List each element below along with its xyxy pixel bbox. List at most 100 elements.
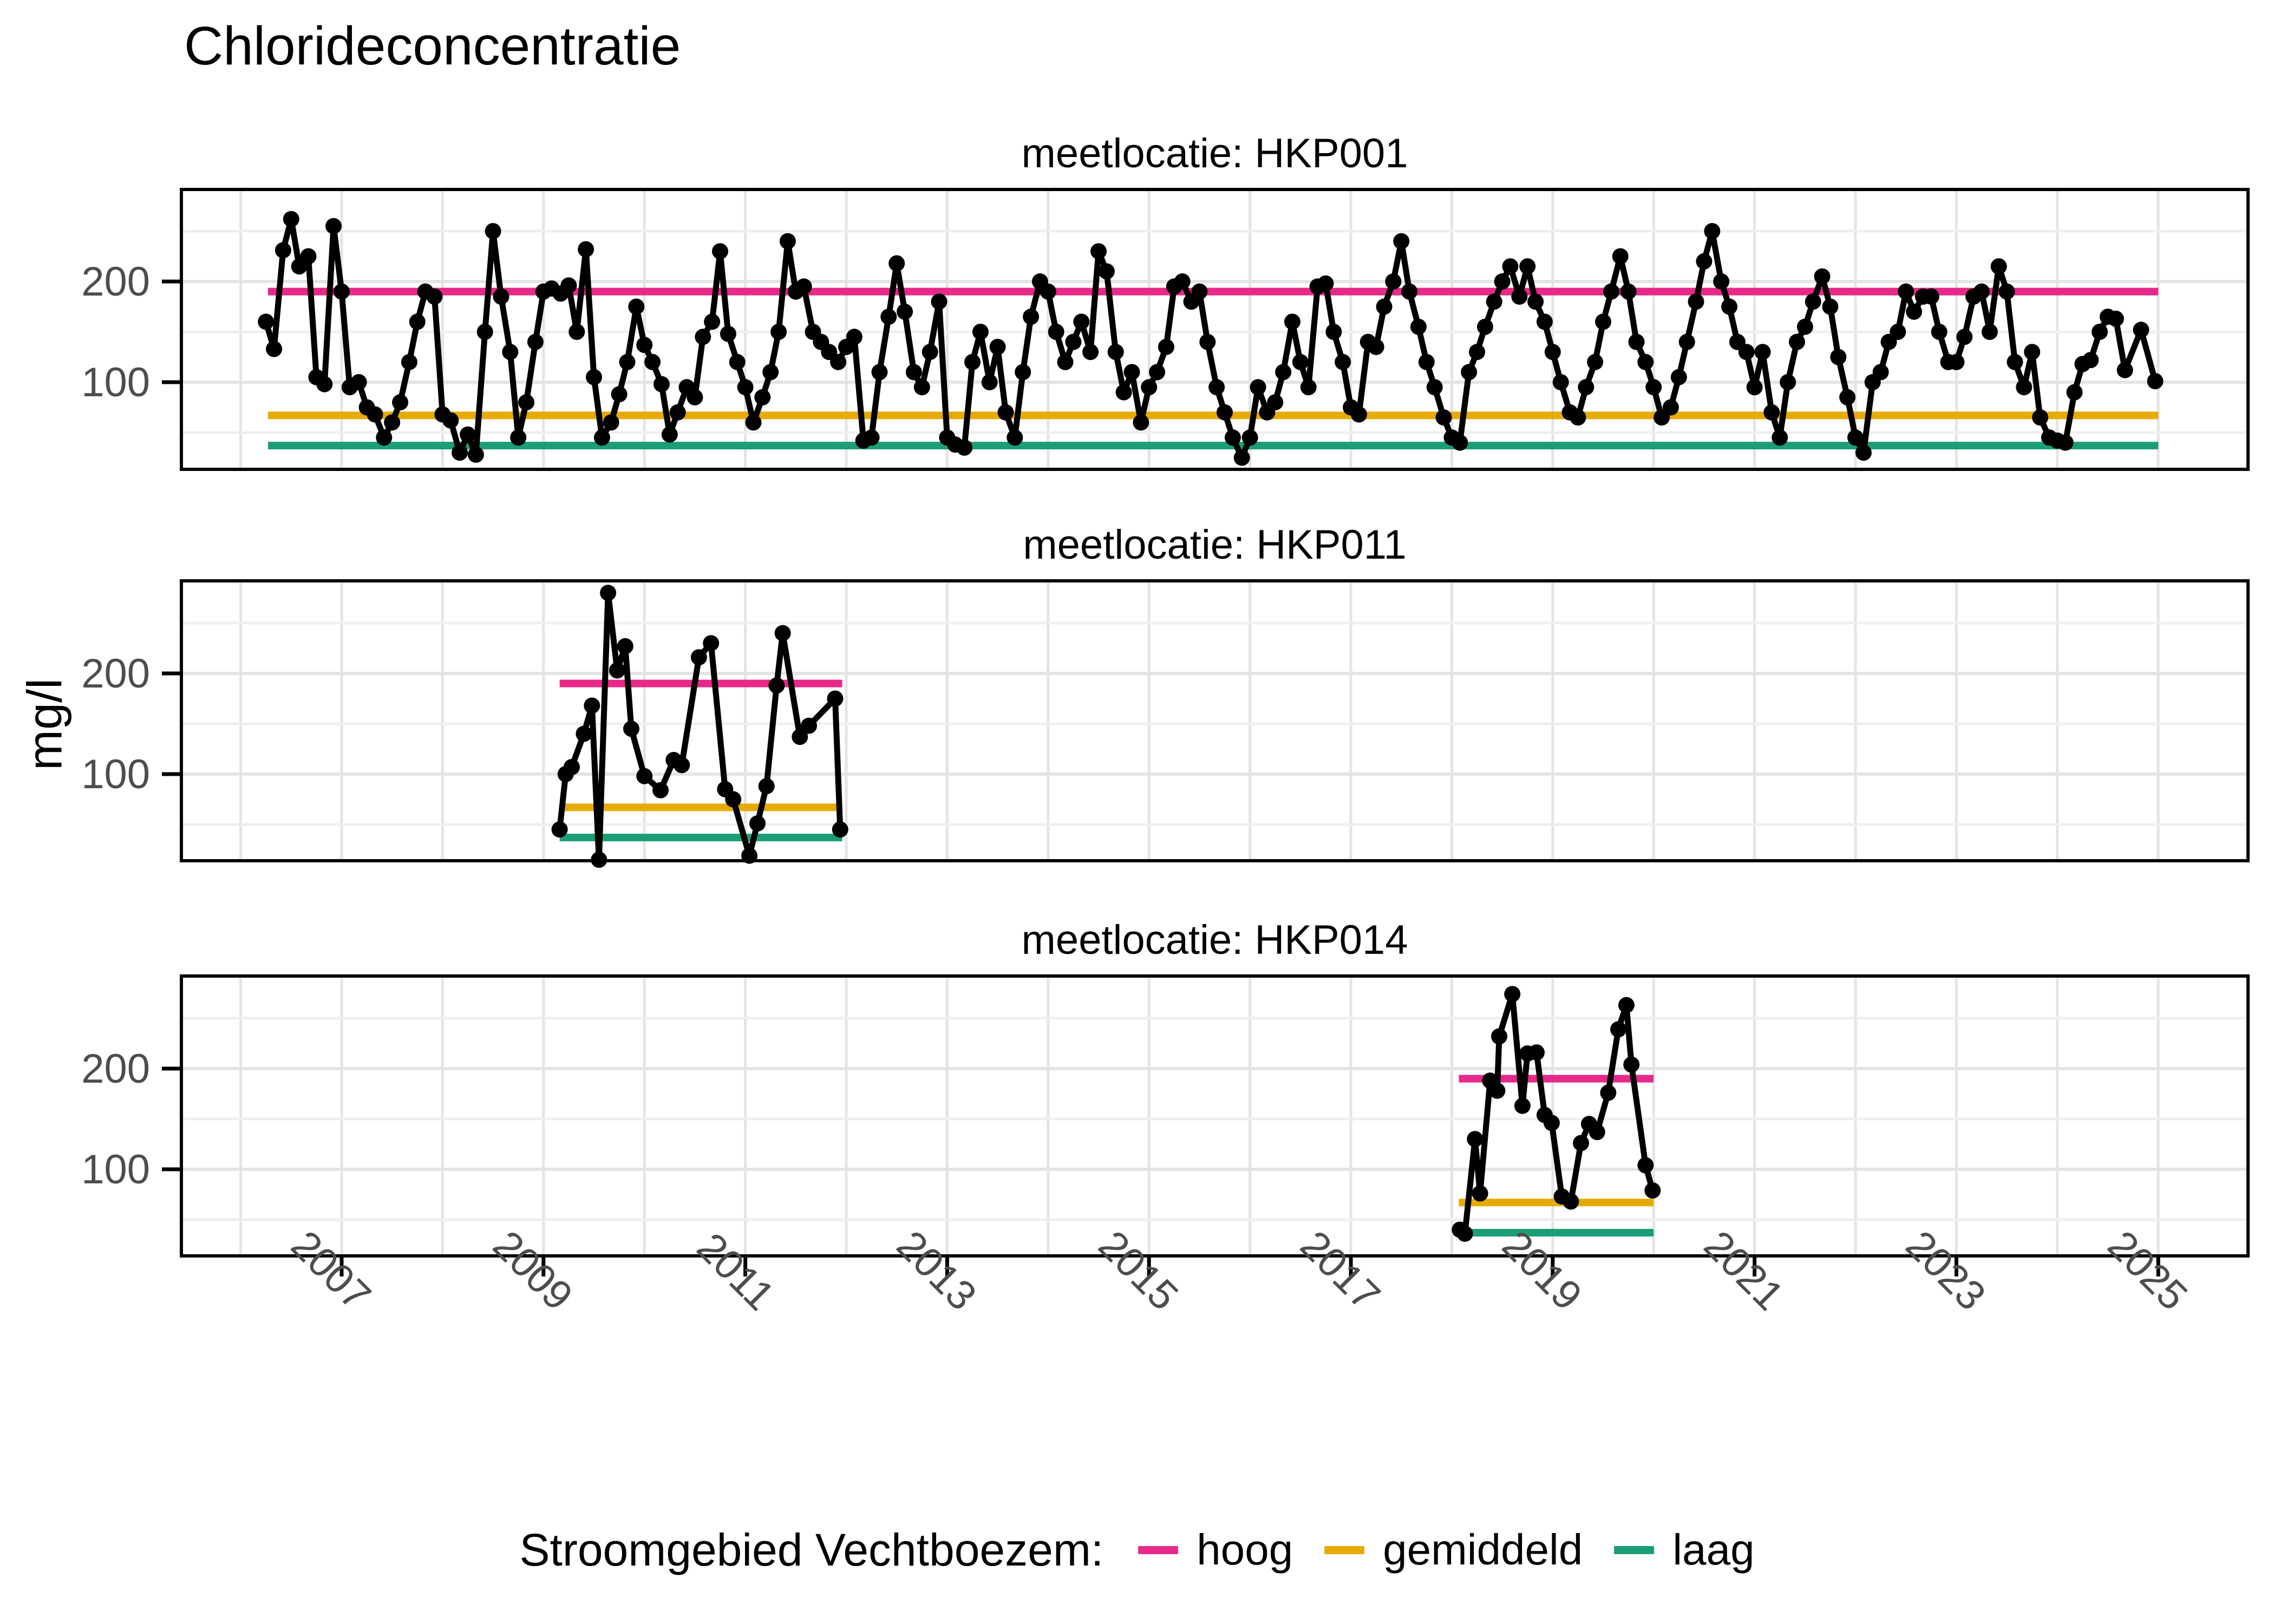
series-line [557, 590, 844, 863]
data-point [1974, 283, 1990, 300]
data-point [1292, 353, 1309, 370]
panel-border [180, 974, 2250, 1258]
data-point [409, 313, 426, 330]
y-tick-label: 100 [81, 751, 150, 797]
legend-item-laag: laag [1614, 1525, 1755, 1575]
data-point [1754, 344, 1771, 361]
data-point [1491, 1028, 1507, 1045]
data-point [687, 389, 703, 405]
data-point [1855, 444, 1872, 461]
legend-key-hoog-icon [1138, 1546, 1179, 1554]
data-point [1385, 273, 1402, 290]
data-point [1494, 273, 1511, 290]
data-point [623, 721, 639, 737]
data-point [1284, 313, 1301, 330]
data-point [316, 376, 333, 392]
data-point [1098, 263, 1115, 280]
data-point [636, 768, 653, 784]
data-point [1007, 429, 1023, 446]
data-point [745, 414, 762, 431]
data-point [578, 241, 594, 258]
data-point [1199, 333, 1216, 350]
data-point [1426, 379, 1443, 396]
data-point [1158, 338, 1174, 355]
x-tick-label: 2009 [484, 1222, 581, 1319]
data-point [1461, 364, 1478, 381]
data-point [830, 353, 847, 370]
data-point [1618, 997, 1635, 1013]
data-point [1191, 283, 1208, 300]
data-point [426, 288, 443, 305]
data-point [956, 439, 973, 456]
data-point [586, 369, 602, 385]
data-point [703, 635, 720, 652]
data-point [518, 394, 535, 411]
data-point [1573, 1135, 1589, 1151]
y-tick-label: 100 [81, 359, 150, 405]
data-point [1224, 429, 1241, 446]
panel-border [180, 579, 2250, 862]
data-point [1645, 379, 1662, 396]
data-point [1467, 1131, 1484, 1148]
data-point [1763, 404, 1780, 421]
data-point [690, 649, 707, 666]
data-point [1662, 399, 1679, 416]
data-point [1780, 374, 1796, 390]
data-point [1107, 344, 1124, 361]
data-point [1149, 364, 1166, 381]
data-point [1738, 344, 1755, 361]
data-point [749, 815, 766, 832]
data-point [603, 414, 619, 431]
data-point [774, 625, 791, 641]
data-point [551, 821, 568, 838]
data-point [1814, 268, 1831, 285]
data-point [510, 429, 527, 446]
data-point [1090, 243, 1107, 260]
data-point [593, 429, 610, 446]
data-point [725, 791, 742, 808]
data-point [1393, 233, 1410, 250]
legend-key-laag-icon [1614, 1546, 1655, 1554]
data-point [1589, 1124, 1605, 1141]
data-point [768, 677, 785, 694]
x-tick-label: 2023 [1897, 1222, 1995, 1319]
data-point [1696, 253, 1713, 270]
data-point [2092, 324, 2108, 340]
data-point [1628, 333, 1645, 350]
data-point [460, 426, 476, 443]
facet-strip-hkp011: meetlocatie: HKP011 [1023, 522, 1407, 568]
data-point [1637, 353, 1654, 370]
data-point [2107, 310, 2124, 327]
data-point [1401, 283, 1418, 300]
data-point [674, 757, 690, 774]
data-point [568, 324, 585, 340]
data-point [2057, 434, 2074, 451]
data-point [2007, 353, 2023, 370]
data-point [1906, 303, 1923, 320]
data-point [801, 717, 817, 734]
y-tick-label: 100 [81, 1147, 150, 1193]
data-point [1368, 338, 1384, 355]
data-point [2066, 384, 2083, 401]
data-point [1208, 379, 1225, 396]
data-point [2032, 409, 2049, 426]
data-point [1872, 364, 1889, 381]
facet-strip-hkp001: meetlocatie: HKP001 [1021, 130, 1408, 176]
data-point [2147, 373, 2164, 390]
data-point [1275, 364, 1292, 381]
data-point [1587, 353, 1604, 370]
data-point [2082, 352, 2099, 369]
data-point [964, 353, 981, 370]
data-point [275, 242, 291, 259]
data-point [2016, 379, 2033, 396]
data-point [1688, 293, 1704, 310]
data-point [401, 353, 417, 370]
data-point [792, 729, 808, 745]
data-point [1637, 1157, 1654, 1174]
data-point [871, 364, 888, 381]
data-point [863, 429, 880, 446]
data-point [922, 344, 938, 361]
data-point [779, 233, 796, 250]
data-point [1830, 349, 1847, 365]
